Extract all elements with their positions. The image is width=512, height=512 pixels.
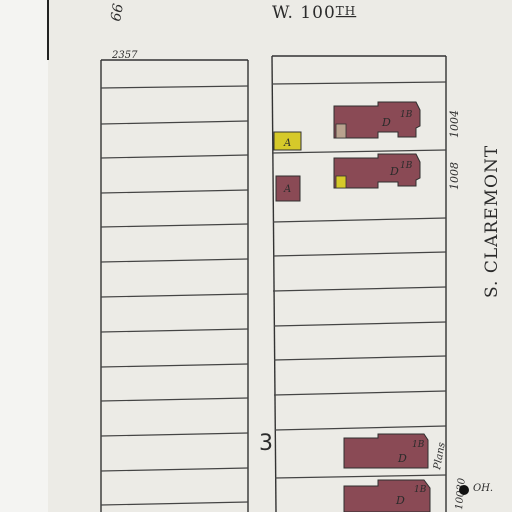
svg-text:1B: 1B bbox=[400, 110, 413, 120]
block-number: 3 bbox=[259, 431, 273, 456]
svg-text:D: D bbox=[389, 165, 399, 178]
left-block: 2357 bbox=[100, 50, 249, 512]
house-number-1008: 1008 bbox=[448, 162, 461, 190]
hydrant-label: OH. bbox=[473, 483, 493, 494]
right-block bbox=[271, 55, 447, 512]
dwelling-1004: D 1B bbox=[333, 101, 421, 139]
svg-text:1B: 1B bbox=[412, 440, 425, 450]
right-block-lot-lines bbox=[271, 81, 447, 479]
east-street-label: S. CLAREMONT bbox=[482, 145, 502, 298]
plans-note: Plans bbox=[432, 442, 448, 472]
svg-text:D: D bbox=[381, 116, 391, 129]
svg-text:A: A bbox=[283, 138, 291, 149]
left-margin bbox=[0, 0, 48, 512]
svg-text:1B: 1B bbox=[414, 485, 427, 495]
dwelling-1008: D 1B bbox=[333, 153, 421, 189]
north-street-label: W. 100TH bbox=[272, 3, 356, 23]
svg-text:D: D bbox=[395, 494, 405, 507]
corner-number: 66 bbox=[108, 2, 127, 22]
svg-text:A: A bbox=[283, 184, 291, 195]
svg-text:1B: 1B bbox=[400, 161, 413, 171]
left-block-lot-lines bbox=[100, 85, 249, 506]
house-number-1004: 1004 bbox=[448, 110, 461, 138]
outbuilding-red: A bbox=[275, 175, 301, 202]
svg-text:D: D bbox=[397, 452, 407, 465]
outbuilding-yellow: A bbox=[273, 131, 302, 151]
hydrant-icon: OH. bbox=[459, 483, 493, 495]
dwelling-lower-2: D 1B bbox=[343, 479, 431, 512]
corner-lot-number: 2357 bbox=[111, 50, 138, 61]
dwelling-lower-1: D 1B bbox=[343, 433, 429, 469]
